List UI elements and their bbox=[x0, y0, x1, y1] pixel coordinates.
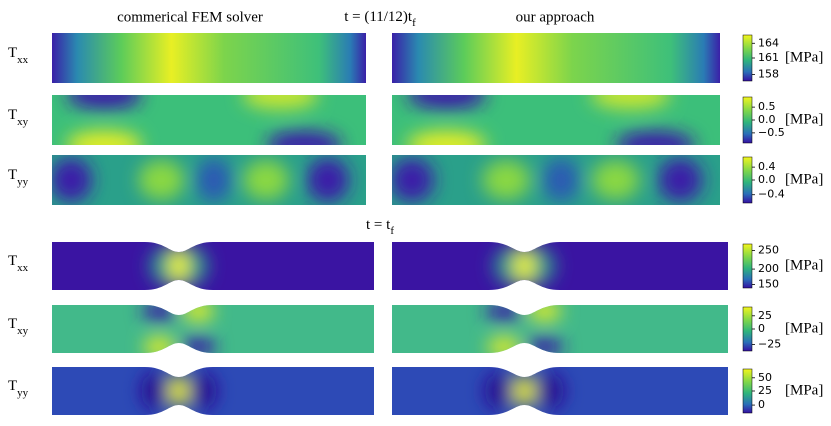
row-label-subscript: xx bbox=[17, 262, 29, 274]
colorbar bbox=[742, 156, 753, 204]
row-label-main: T bbox=[8, 253, 17, 269]
colorbar-tick-label: 50 bbox=[758, 371, 772, 384]
row-label-main: T bbox=[8, 167, 17, 183]
field-plot bbox=[52, 367, 374, 415]
column-title: our approach bbox=[516, 9, 595, 25]
unit-label: [MPa] bbox=[785, 49, 823, 65]
row-label-main: T bbox=[8, 316, 17, 332]
colorbar bbox=[742, 96, 753, 144]
field-plot bbox=[52, 301, 374, 357]
colorbar bbox=[742, 34, 753, 82]
field-plot bbox=[390, 155, 720, 205]
row-label-main: T bbox=[8, 378, 17, 394]
colorbar-tick-label: 0 bbox=[758, 398, 765, 411]
colorbar-tick-label: −0.5 bbox=[758, 126, 785, 139]
row-label-main: T bbox=[8, 107, 17, 123]
colorbar-tick-label: −0.4 bbox=[758, 188, 785, 201]
colorbar-tick-label: 0.4 bbox=[758, 160, 776, 173]
field-plot bbox=[392, 367, 728, 415]
field-plot bbox=[52, 81, 366, 159]
time-subscript: f bbox=[412, 17, 416, 29]
colorbar-tick-label: 200 bbox=[758, 262, 779, 275]
colorbar bbox=[742, 368, 753, 414]
colorbar bbox=[742, 243, 753, 289]
row-label-main: T bbox=[8, 45, 17, 61]
row-label: Tyy bbox=[8, 167, 29, 187]
colorbar-tick-label: 0.5 bbox=[758, 100, 776, 113]
time-subscript: f bbox=[390, 225, 394, 237]
colorbar-tick-label: 161 bbox=[758, 51, 779, 64]
row-label-subscript: yy bbox=[17, 387, 29, 399]
colorbar bbox=[742, 306, 753, 352]
field-plot bbox=[392, 33, 720, 83]
row-label: Tyy bbox=[8, 378, 29, 398]
field-plot bbox=[50, 155, 366, 205]
field-plot bbox=[392, 301, 728, 357]
field-plot bbox=[52, 242, 374, 290]
field-plot bbox=[392, 242, 728, 290]
colorbar-tick-label: 0.0 bbox=[758, 113, 776, 126]
unit-label: [MPa] bbox=[785, 111, 823, 127]
row-label-subscript: yy bbox=[17, 176, 29, 188]
time-label: t = tf bbox=[366, 217, 394, 236]
colorbar-tick-label: 25 bbox=[758, 309, 772, 322]
row-label-subscript: xx bbox=[17, 54, 29, 66]
time-text: t = (11/12)t bbox=[344, 9, 413, 25]
colorbar-tick-label: 25 bbox=[758, 384, 772, 397]
row-label: Txx bbox=[8, 45, 29, 65]
colorbar-tick-label: 250 bbox=[758, 244, 779, 257]
colorbar-tick-label: 0.0 bbox=[758, 173, 776, 186]
field-plot bbox=[52, 33, 366, 83]
row-label-subscript: xy bbox=[17, 116, 29, 128]
unit-label: [MPa] bbox=[785, 320, 823, 336]
unit-label: [MPa] bbox=[785, 382, 823, 398]
time-label: t = (11/12)tf bbox=[344, 9, 416, 28]
colorbar-tick-label: 0 bbox=[758, 322, 765, 335]
field-plot bbox=[392, 81, 720, 159]
unit-label: [MPa] bbox=[785, 171, 823, 187]
row-label: Txy bbox=[8, 107, 29, 127]
unit-label: [MPa] bbox=[785, 257, 823, 273]
column-title: commerical FEM solver bbox=[117, 9, 263, 25]
colorbar-tick-label: 158 bbox=[758, 68, 779, 81]
colorbar-tick-label: 150 bbox=[758, 277, 779, 290]
row-label: Txy bbox=[8, 316, 29, 336]
time-text: t = t bbox=[366, 217, 391, 233]
colorbar-tick-label: −25 bbox=[758, 337, 781, 350]
row-label-subscript: xy bbox=[17, 325, 29, 337]
row-label: Txx bbox=[8, 253, 29, 273]
colorbar-tick-label: 164 bbox=[758, 36, 779, 49]
